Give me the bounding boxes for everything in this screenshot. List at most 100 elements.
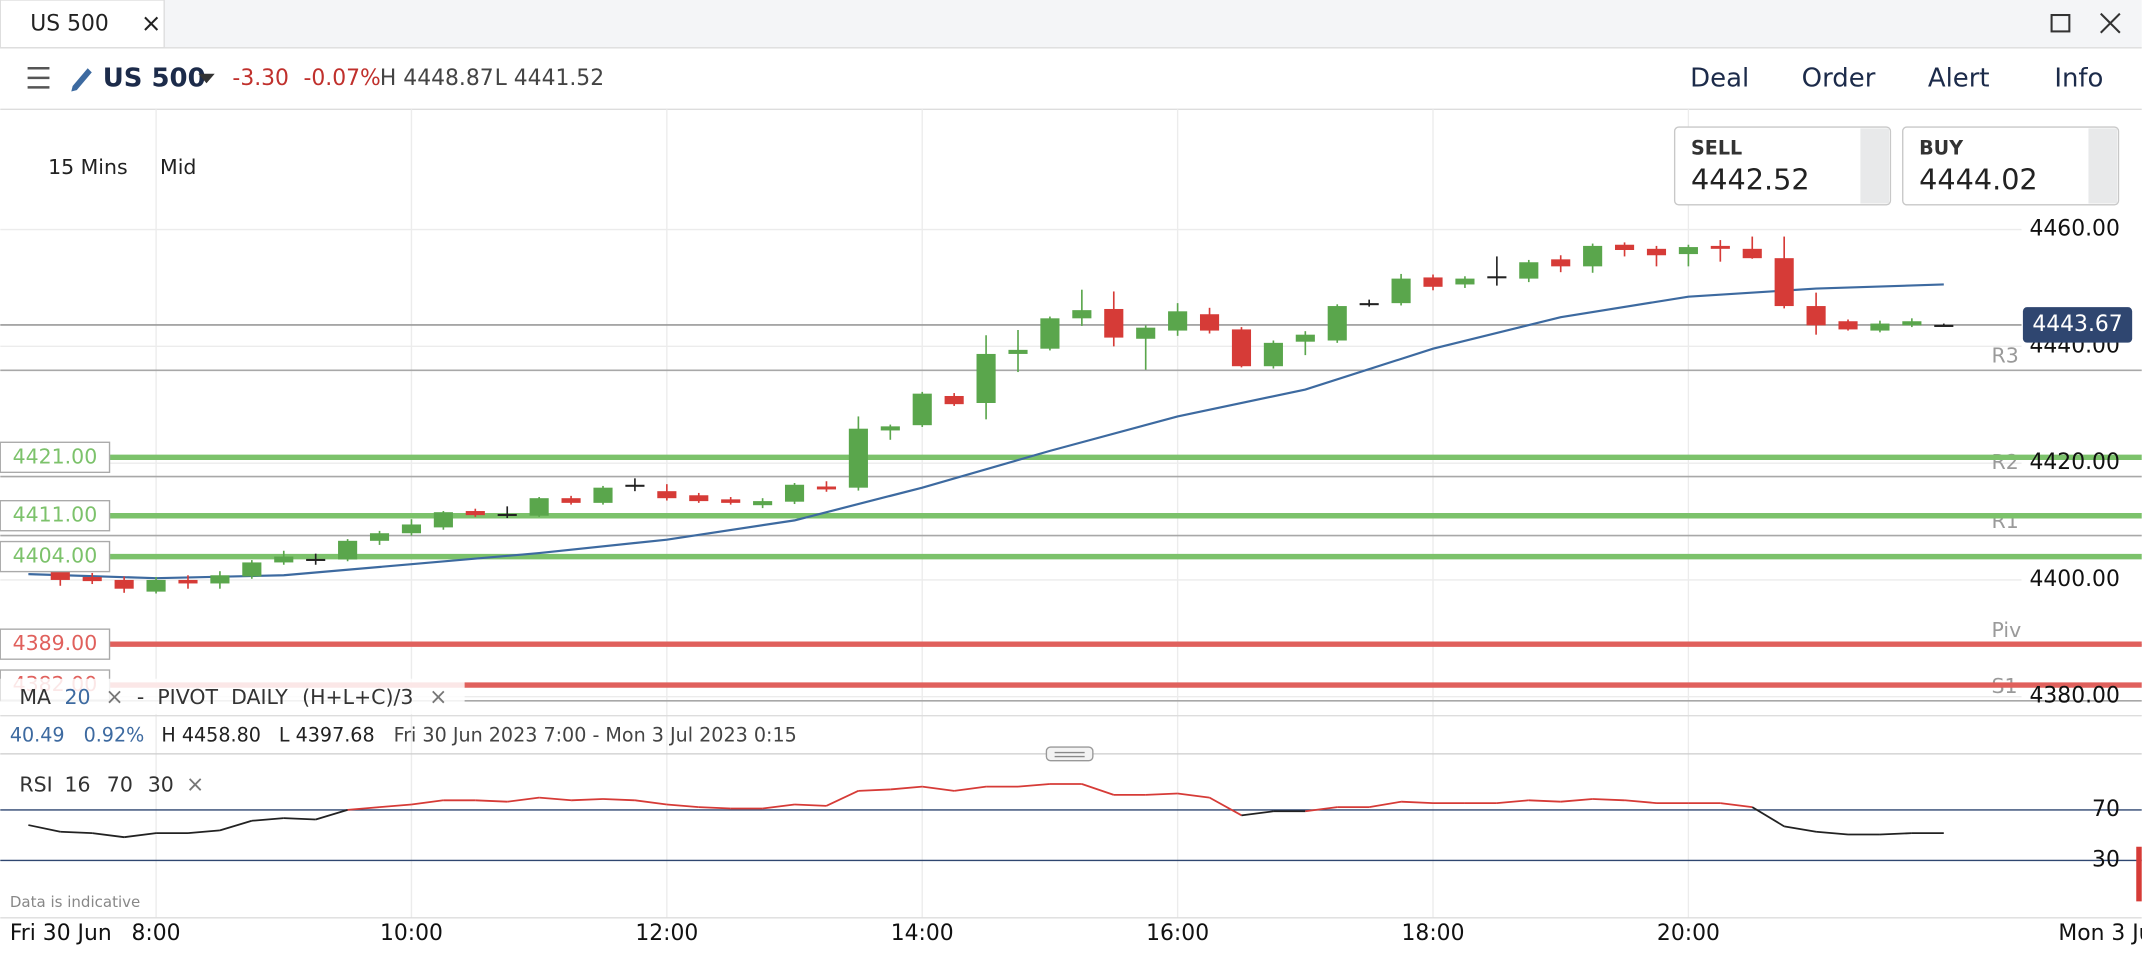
ma-name: MA <box>19 685 51 709</box>
rsi-remove[interactable]: × <box>186 772 204 797</box>
candle-body <box>753 501 773 506</box>
candle-body <box>178 579 198 584</box>
rsi-segment <box>1720 802 1753 809</box>
candle-body <box>1136 327 1156 339</box>
candle-body <box>1838 321 1858 330</box>
rsi-segment <box>507 796 540 803</box>
candle-body <box>242 562 262 577</box>
candle-body <box>274 556 294 563</box>
stat-change-pct: 0.92% <box>84 724 145 747</box>
rsi-segment <box>826 790 859 807</box>
close-window[interactable] <box>2100 12 2121 34</box>
rsi-segment <box>794 803 827 807</box>
rsi-segment <box>411 799 444 806</box>
rsi-segment <box>890 785 923 791</box>
candle-body <box>1359 303 1379 306</box>
ma-remove[interactable]: × <box>105 685 123 710</box>
x-tick-label: 10:00 <box>380 921 443 946</box>
buy-stripe <box>2088 128 2118 204</box>
buy-price: 4444.02 <box>1919 163 2038 197</box>
candle-body <box>465 511 485 516</box>
order-button[interactable]: Order <box>1802 64 1876 94</box>
candle-body <box>306 558 326 561</box>
menu[interactable] <box>27 67 50 89</box>
x-tick-label: 8:00 <box>132 921 181 946</box>
rsi-segment <box>666 803 699 809</box>
plot: R3R2R1PivS14421.004411.004404.004389.004… <box>0 109 2142 918</box>
candle-body <box>944 395 964 405</box>
level-tag <box>0 628 111 660</box>
rsi-segment <box>92 832 125 839</box>
rsi-tick-label: 30 <box>2092 847 2120 872</box>
rsi-segment <box>475 799 508 803</box>
candle-body <box>497 513 517 517</box>
rsi-segment <box>379 803 412 809</box>
rsi-segment <box>1241 810 1274 817</box>
rsi-segment <box>1081 783 1115 796</box>
resize-handle[interactable] <box>1045 746 1094 762</box>
candle-body <box>912 393 932 426</box>
level-tag <box>0 441 111 474</box>
rsi-segment <box>1017 783 1051 788</box>
candle-body <box>1295 334 1315 342</box>
candle-body <box>1678 247 1698 255</box>
rsi-segment <box>1560 798 1593 803</box>
y-tick-label: 4380.00 <box>2030 684 2120 709</box>
tab-title: US 500 <box>30 12 109 37</box>
maximize[interactable] <box>2050 13 2071 33</box>
rsi-segment <box>28 824 61 833</box>
candle-body <box>1551 259 1571 267</box>
rsi-segment <box>315 809 348 821</box>
candle-body <box>625 484 645 487</box>
price-type[interactable]: Mid <box>160 155 196 179</box>
tab[interactable] <box>0 0 165 49</box>
rsi-segment <box>1816 830 1849 836</box>
candle-body <box>1806 306 1826 326</box>
dropdown[interactable] <box>198 73 215 84</box>
pivot-label: R1 <box>1991 509 2018 533</box>
rsi-segment <box>219 819 253 832</box>
rsi-lower: 30 <box>148 772 174 796</box>
current-price-tag <box>2022 307 2133 343</box>
candle-body <box>1391 278 1411 304</box>
candle-body <box>1774 258 1794 307</box>
rsi-segment <box>1879 832 1912 836</box>
rsi-segment <box>283 817 316 821</box>
buy-box[interactable] <box>1902 126 2120 206</box>
change-pct: -0.07% <box>303 66 380 91</box>
candle-body <box>880 426 900 431</box>
tab-close[interactable]: × <box>141 9 162 38</box>
rsi-segment <box>698 806 731 810</box>
x-tick-label: 20:00 <box>1657 921 1720 946</box>
rsi-segment <box>347 806 380 811</box>
candle-body <box>816 486 837 490</box>
alert-button[interactable]: Alert <box>1928 64 1990 94</box>
pivot-remove[interactable]: × <box>429 685 447 710</box>
rsi-segment <box>858 788 891 792</box>
candle-body <box>1710 245 1730 249</box>
candle-body <box>1040 318 1060 349</box>
candle-body <box>146 579 166 592</box>
rsi-segment <box>571 798 604 802</box>
level-tag-label: 4404.00 <box>13 544 98 568</box>
x-tick-label: 16:00 <box>1146 921 1209 946</box>
candle-body <box>1583 245 1603 267</box>
deal-button[interactable]: Deal <box>1690 64 1749 94</box>
instrument[interactable]: US 500 <box>103 64 206 94</box>
candle-body <box>593 487 613 503</box>
level-tag-label: 4411.00 <box>13 503 98 527</box>
sell-price: 4442.52 <box>1691 163 1810 197</box>
tab-bar <box>0 0 2142 48</box>
info-button[interactable]: Info <box>2054 64 2103 94</box>
rsi-segment <box>602 798 635 802</box>
edit-icon[interactable] <box>71 68 92 92</box>
ma-line <box>28 283 1944 580</box>
candle-body <box>721 499 741 503</box>
candle-body <box>82 577 102 582</box>
sell-box[interactable] <box>1673 126 1892 206</box>
current-price-label: 4443.67 <box>2032 312 2122 337</box>
candle-body <box>50 571 70 580</box>
candle-body <box>1168 311 1188 331</box>
interval[interactable]: 15 Mins <box>48 155 128 179</box>
x-tick-label: 12:00 <box>635 921 698 946</box>
